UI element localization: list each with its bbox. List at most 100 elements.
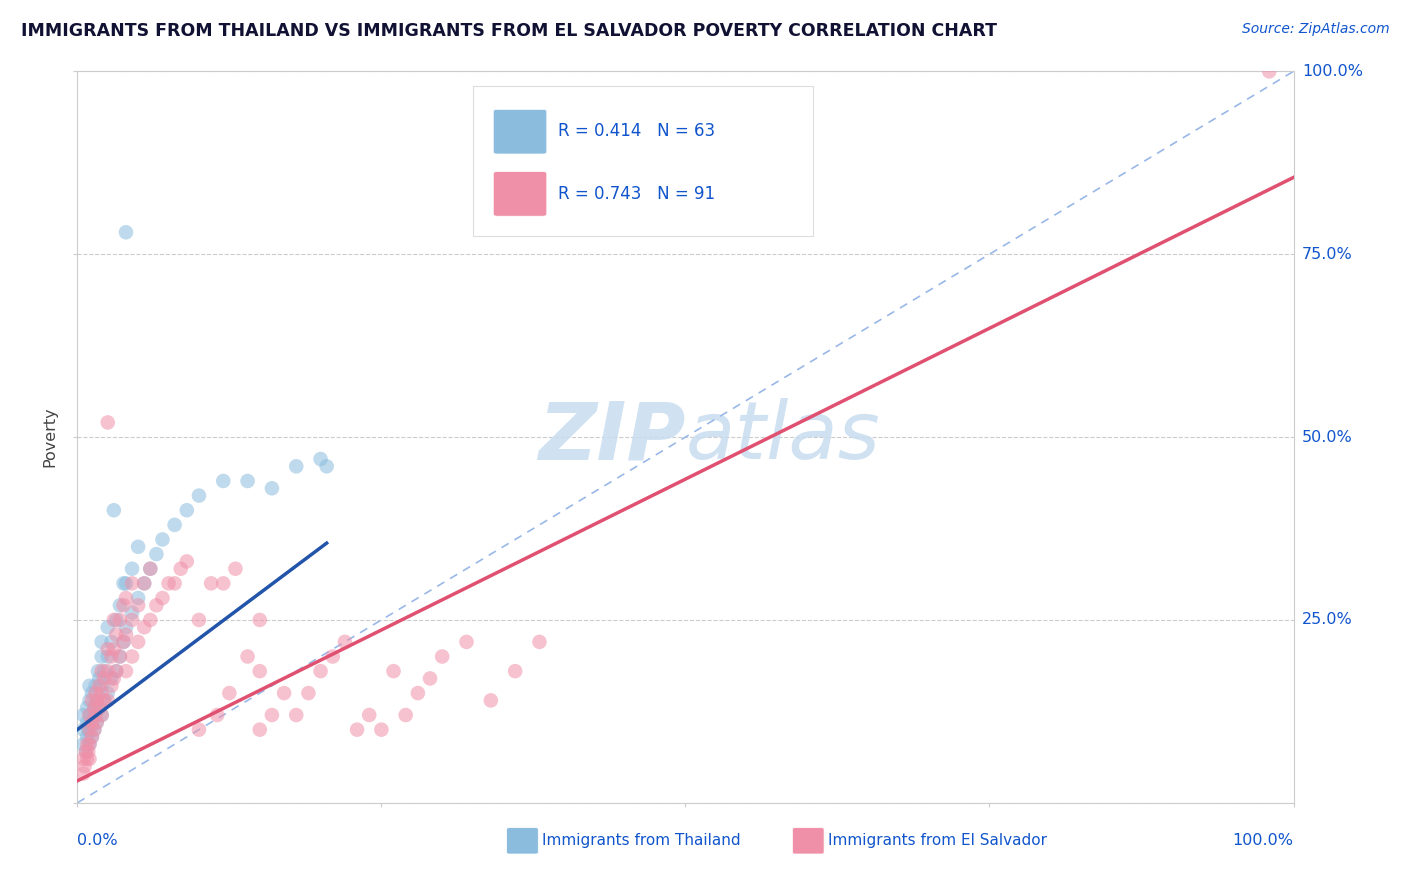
Point bbox=[97, 620, 120, 634]
Point bbox=[115, 664, 138, 678]
Point bbox=[108, 649, 131, 664]
Point bbox=[76, 715, 98, 730]
Point bbox=[79, 752, 101, 766]
Point bbox=[93, 664, 115, 678]
Point bbox=[139, 562, 162, 576]
Point bbox=[112, 635, 135, 649]
Point bbox=[103, 642, 125, 657]
Point bbox=[309, 664, 332, 678]
Point bbox=[90, 708, 112, 723]
Point bbox=[430, 649, 453, 664]
Point bbox=[152, 591, 174, 605]
Point bbox=[79, 679, 101, 693]
Text: 50.0%: 50.0% bbox=[1302, 430, 1353, 444]
Point bbox=[139, 562, 162, 576]
Point bbox=[170, 562, 193, 576]
Point bbox=[79, 723, 101, 737]
Point bbox=[83, 723, 105, 737]
Point bbox=[163, 576, 186, 591]
Point bbox=[260, 481, 283, 495]
Y-axis label: Poverty: Poverty bbox=[42, 407, 58, 467]
Point bbox=[112, 599, 135, 613]
Point bbox=[100, 649, 122, 664]
Point bbox=[121, 613, 143, 627]
FancyBboxPatch shape bbox=[494, 171, 547, 216]
Point bbox=[188, 613, 211, 627]
Point bbox=[224, 562, 246, 576]
Point bbox=[97, 649, 120, 664]
Text: Source: ZipAtlas.com: Source: ZipAtlas.com bbox=[1241, 22, 1389, 37]
Point bbox=[100, 635, 122, 649]
Point bbox=[218, 686, 240, 700]
Point bbox=[100, 679, 122, 693]
Point bbox=[249, 613, 271, 627]
Text: Immigrants from Thailand: Immigrants from Thailand bbox=[541, 833, 741, 848]
Point bbox=[105, 613, 128, 627]
Point bbox=[105, 664, 128, 678]
Point bbox=[188, 489, 211, 503]
Point bbox=[297, 686, 319, 700]
Point bbox=[212, 576, 235, 591]
Point bbox=[309, 452, 332, 467]
Point bbox=[121, 562, 143, 576]
Point bbox=[80, 715, 103, 730]
Point bbox=[145, 599, 167, 613]
Point bbox=[73, 759, 96, 773]
Point bbox=[79, 693, 101, 707]
Point bbox=[1258, 64, 1281, 78]
Point bbox=[127, 599, 149, 613]
Point bbox=[87, 664, 110, 678]
Point bbox=[127, 591, 149, 605]
Point bbox=[200, 576, 222, 591]
Point bbox=[188, 723, 211, 737]
Point bbox=[84, 686, 107, 700]
Point bbox=[72, 752, 94, 766]
Point bbox=[273, 686, 295, 700]
Point bbox=[115, 591, 138, 605]
Point bbox=[406, 686, 429, 700]
Point bbox=[84, 708, 107, 723]
Point bbox=[90, 708, 112, 723]
Text: 0.0%: 0.0% bbox=[77, 833, 118, 848]
Point bbox=[76, 737, 98, 751]
Point bbox=[236, 474, 259, 488]
Point bbox=[145, 547, 167, 561]
Point bbox=[103, 672, 125, 686]
Point bbox=[76, 700, 98, 714]
Text: IMMIGRANTS FROM THAILAND VS IMMIGRANTS FROM EL SALVADOR POVERTY CORRELATION CHAR: IMMIGRANTS FROM THAILAND VS IMMIGRANTS F… bbox=[21, 22, 997, 40]
Point bbox=[86, 693, 108, 707]
Point bbox=[105, 627, 128, 641]
Point bbox=[72, 737, 94, 751]
Point bbox=[97, 416, 120, 430]
Point bbox=[315, 459, 337, 474]
Point bbox=[84, 679, 107, 693]
Text: 25.0%: 25.0% bbox=[1302, 613, 1353, 627]
Point bbox=[212, 474, 235, 488]
Point bbox=[93, 693, 115, 707]
Text: 100.0%: 100.0% bbox=[1233, 833, 1294, 848]
Point bbox=[205, 708, 228, 723]
Point bbox=[86, 715, 108, 730]
Point bbox=[529, 635, 551, 649]
Point bbox=[163, 517, 186, 532]
Text: R = 0.414   N = 63: R = 0.414 N = 63 bbox=[558, 122, 714, 140]
Point bbox=[112, 576, 135, 591]
Text: R = 0.743   N = 91: R = 0.743 N = 91 bbox=[558, 185, 714, 202]
Point bbox=[249, 664, 271, 678]
Point bbox=[333, 635, 356, 649]
Point bbox=[80, 730, 103, 744]
Point bbox=[103, 503, 125, 517]
Point bbox=[285, 459, 308, 474]
Text: 100.0%: 100.0% bbox=[1302, 64, 1362, 78]
Point bbox=[121, 606, 143, 620]
Point bbox=[86, 693, 108, 707]
Point bbox=[89, 700, 111, 714]
Point bbox=[79, 708, 101, 723]
Point bbox=[456, 635, 478, 649]
Point bbox=[121, 649, 143, 664]
Point bbox=[80, 730, 103, 744]
Point bbox=[108, 599, 131, 613]
Point bbox=[134, 576, 156, 591]
Point bbox=[157, 576, 180, 591]
Point bbox=[75, 745, 97, 759]
